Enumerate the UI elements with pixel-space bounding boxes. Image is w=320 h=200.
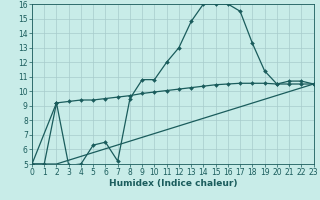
- X-axis label: Humidex (Indice chaleur): Humidex (Indice chaleur): [108, 179, 237, 188]
